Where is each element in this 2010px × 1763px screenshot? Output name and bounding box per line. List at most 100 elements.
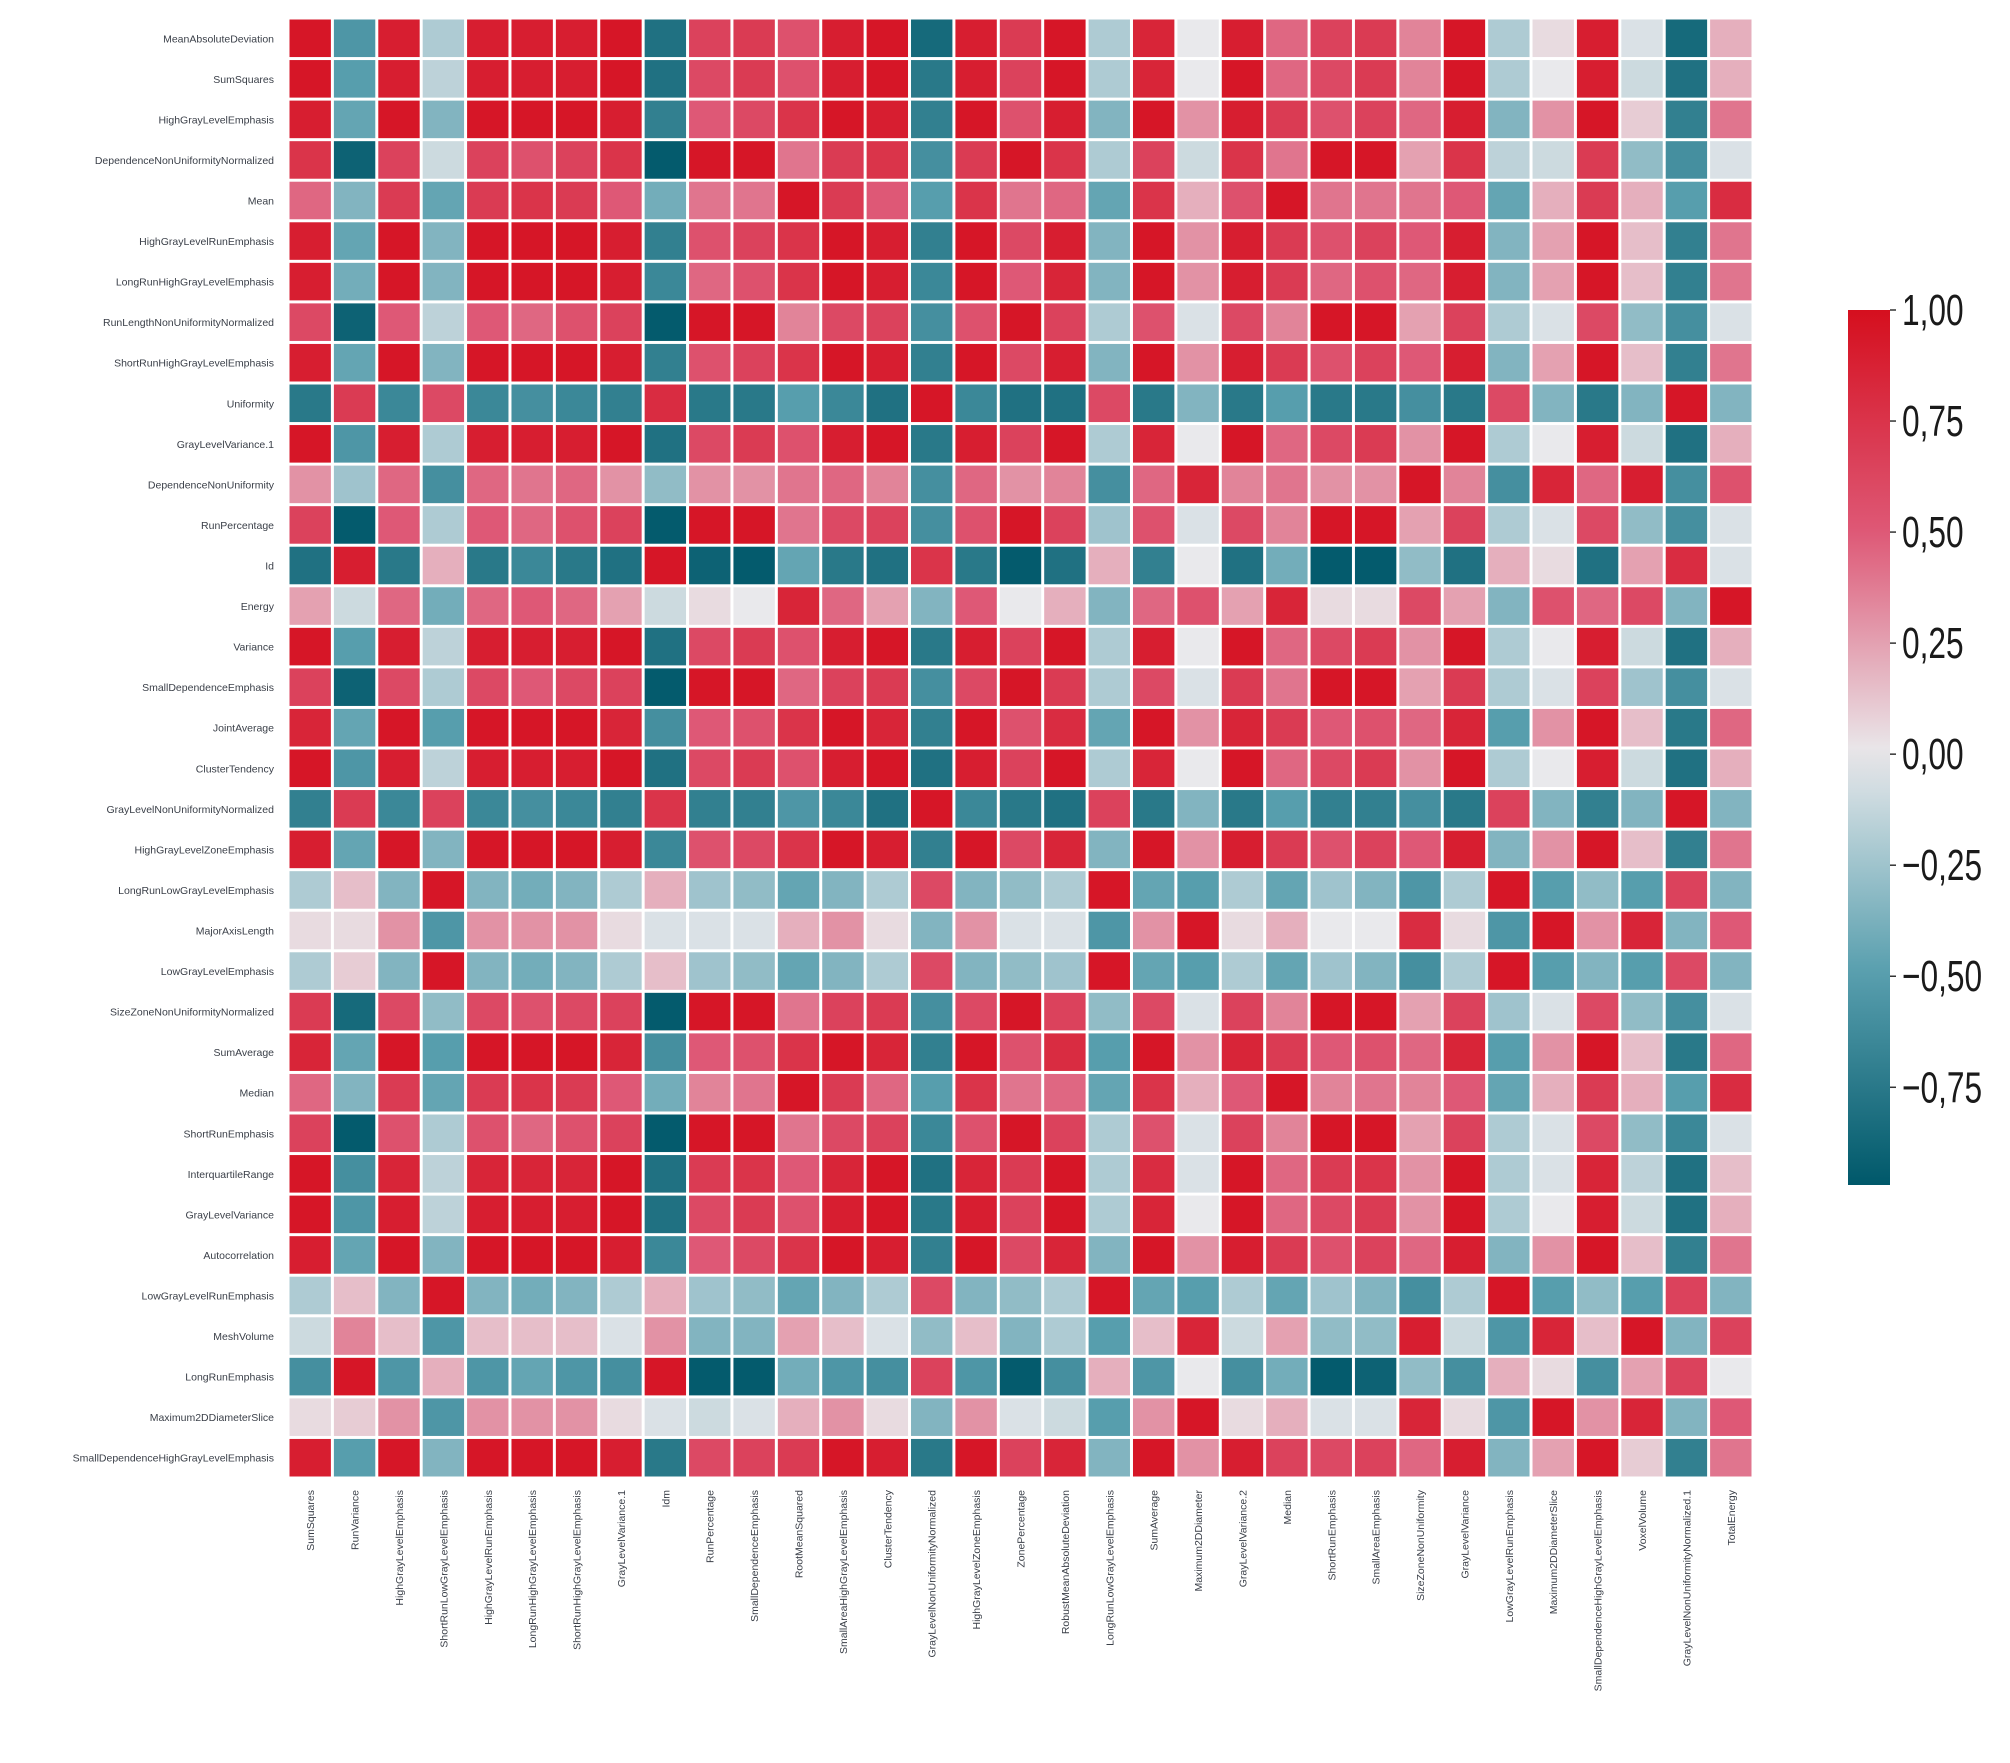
heatmap-cell — [1443, 465, 1486, 504]
row-label: Mean — [248, 196, 274, 208]
heatmap-cell — [378, 871, 420, 909]
heatmap-cell — [911, 1357, 953, 1396]
heatmap-cell — [1044, 425, 1086, 463]
heatmap-cell — [378, 749, 420, 788]
heatmap-cell — [733, 222, 775, 260]
column-label: Maximum2DDiameter — [1193, 1490, 1205, 1592]
heatmap-cell — [1710, 262, 1752, 301]
heatmap-cell — [1443, 1438, 1486, 1477]
heatmap-cell — [911, 343, 953, 382]
heatmap-cell — [1221, 1114, 1264, 1153]
heatmap-cell — [1576, 384, 1619, 423]
heatmap-cell — [422, 1195, 465, 1234]
heatmap-cell — [1044, 262, 1086, 301]
heatmap-cell — [1665, 1114, 1708, 1153]
column-label: Median — [1282, 1490, 1294, 1525]
heatmap-cell — [1132, 1155, 1175, 1193]
heatmap-cell — [511, 262, 553, 301]
heatmap-cell — [1710, 384, 1752, 423]
heatmap-cell — [1310, 425, 1352, 463]
heatmap-cell — [999, 425, 1042, 463]
heatmap-cell — [422, 1438, 465, 1477]
heatmap-cell — [467, 465, 509, 504]
heatmap-cell — [555, 384, 598, 423]
heatmap-cell — [1266, 1073, 1308, 1112]
heatmap-cell — [1665, 1398, 1708, 1436]
heatmap-cell — [1177, 1114, 1219, 1153]
heatmap-cell — [1354, 303, 1397, 341]
row-label: ShortRunHighGrayLevelEmphasis — [114, 358, 274, 370]
heatmap-cell — [1177, 1357, 1219, 1396]
heatmap-cell — [777, 384, 820, 423]
heatmap-cell — [555, 1155, 598, 1193]
heatmap-cell — [600, 1398, 642, 1436]
heatmap-cell — [1044, 708, 1086, 747]
heatmap-cell — [911, 100, 953, 139]
heatmap-cell — [1088, 1438, 1130, 1477]
heatmap-cell — [777, 19, 820, 58]
heatmap-cell — [600, 1317, 642, 1355]
heatmap-cell — [911, 952, 953, 990]
heatmap-cell — [1576, 749, 1619, 788]
heatmap-cell — [600, 1073, 642, 1112]
heatmap-cell — [1665, 587, 1708, 625]
heatmap-cell — [777, 181, 820, 220]
heatmap-cell — [511, 992, 553, 1031]
column-label: SumSquares — [305, 1490, 317, 1551]
heatmap-cell — [1044, 790, 1086, 828]
heatmap-cell — [822, 100, 864, 139]
heatmap-cell — [1576, 668, 1619, 706]
heatmap-cell — [1221, 708, 1264, 747]
heatmap-cell — [777, 262, 820, 301]
column-label: SizeZoneNonUniformity — [1415, 1489, 1427, 1601]
heatmap-cell — [1088, 1114, 1130, 1153]
heatmap-cell — [1310, 668, 1352, 706]
heatmap-cell — [333, 465, 376, 504]
heatmap-cell — [1088, 1195, 1130, 1234]
heatmap-cell — [1621, 871, 1663, 909]
heatmap-cell — [689, 668, 731, 706]
heatmap-cell — [1354, 1276, 1397, 1315]
heatmap-cell — [955, 384, 997, 423]
heatmap-cell — [511, 587, 553, 625]
heatmap-cell — [600, 506, 642, 544]
heatmap-cell — [511, 465, 553, 504]
heatmap-cell — [1488, 992, 1530, 1031]
heatmap-cell — [1177, 1033, 1219, 1071]
heatmap-cell — [777, 1317, 820, 1355]
heatmap-cell — [1221, 871, 1264, 909]
heatmap-cell — [467, 262, 509, 301]
heatmap-cell — [1576, 1195, 1619, 1234]
heatmap-cell — [422, 181, 465, 220]
heatmap-cell — [1399, 1114, 1441, 1153]
heatmap-cell — [955, 1195, 997, 1234]
heatmap-cell — [289, 506, 331, 544]
heatmap-cell — [822, 627, 864, 666]
heatmap-cell — [644, 1317, 687, 1355]
heatmap-cell — [1221, 749, 1264, 788]
heatmap-cell — [1532, 425, 1574, 463]
heatmap-cell — [955, 952, 997, 990]
heatmap-cell — [1710, 506, 1752, 544]
heatmap-cell — [1710, 1195, 1752, 1234]
heatmap-cell — [555, 19, 598, 58]
heatmap-cell — [1443, 992, 1486, 1031]
heatmap-cell — [1221, 1357, 1264, 1396]
heatmap-cell — [999, 1317, 1042, 1355]
heatmap-cell — [1621, 343, 1663, 382]
heatmap-cell — [467, 546, 509, 585]
heatmap-cell — [955, 749, 997, 788]
heatmap-cell — [689, 1317, 731, 1355]
heatmap-cell — [422, 587, 465, 625]
heatmap-cell — [1443, 1317, 1486, 1355]
heatmap-cell — [999, 465, 1042, 504]
heatmap-cell — [955, 100, 997, 139]
heatmap-cell — [1354, 1114, 1397, 1153]
heatmap-cell — [866, 1033, 909, 1071]
heatmap-cell — [911, 1438, 953, 1477]
heatmap-cell — [999, 587, 1042, 625]
heatmap-cell — [511, 1236, 553, 1274]
heatmap-cell — [1132, 952, 1175, 990]
heatmap-cell — [1044, 1276, 1086, 1315]
heatmap-cell — [1443, 1398, 1486, 1436]
